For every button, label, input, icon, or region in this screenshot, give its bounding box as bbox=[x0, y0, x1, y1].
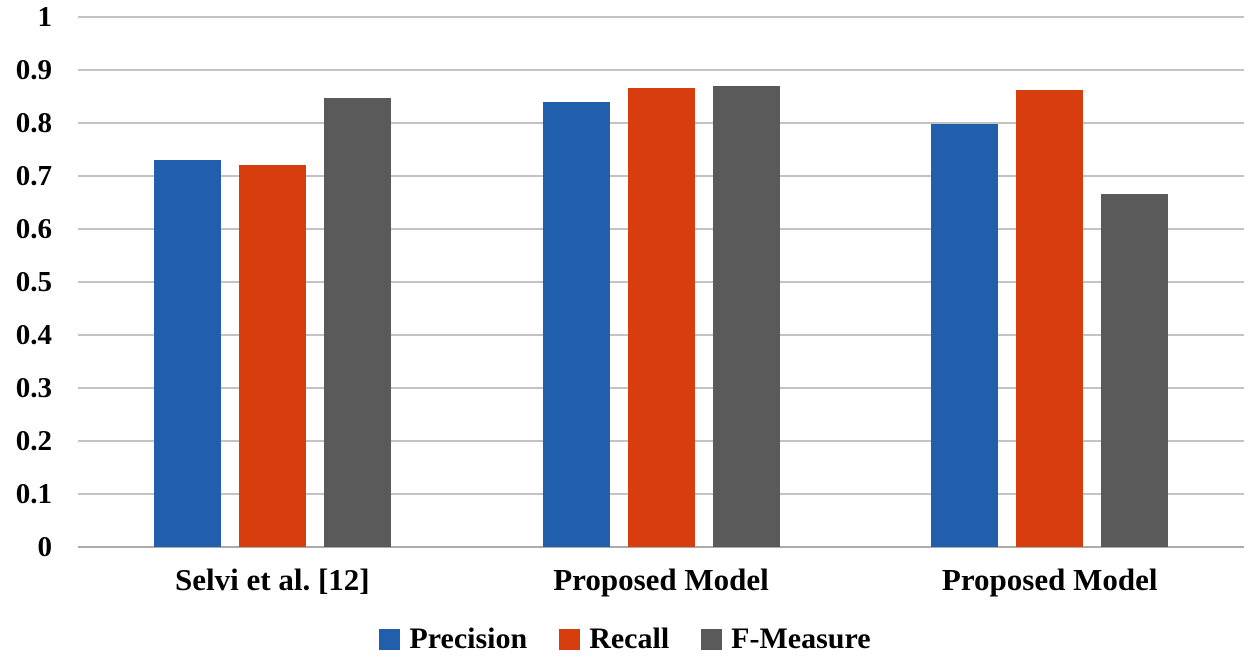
x-axis-label-proposed-2: Proposed Model bbox=[941, 562, 1158, 597]
bar-recall bbox=[627, 88, 695, 547]
legend-swatch-recall-icon bbox=[559, 628, 581, 650]
bar-group bbox=[78, 18, 467, 547]
gridline bbox=[78, 69, 1244, 71]
x-axis-line bbox=[78, 546, 1244, 548]
legend-swatch-precision-icon bbox=[379, 628, 401, 650]
bar-recall bbox=[1016, 90, 1084, 547]
y-axis: 1 0.9 0.8 0.7 0.6 0.5 0.4 0.3 0.2 0.1 0 bbox=[0, 1, 52, 563]
bar-groups bbox=[78, 18, 1244, 547]
x-axis-label-proposed-1: Proposed Model bbox=[553, 562, 769, 597]
gridline bbox=[78, 16, 1244, 18]
bar-group bbox=[467, 18, 856, 547]
legend-label-recall: Recall bbox=[589, 622, 670, 655]
legend-label-fmeasure: F-Measure bbox=[731, 622, 871, 655]
legend-item-fmeasure: F-Measure bbox=[701, 622, 871, 656]
bar-f-measure bbox=[323, 97, 391, 547]
y-tick-label: 0.4 bbox=[15, 319, 52, 351]
bar-recall bbox=[238, 165, 306, 547]
x-axis-labels: Selvi et al. [12] Proposed Model Propose… bbox=[78, 562, 1244, 598]
y-tick-label: 0.6 bbox=[15, 213, 52, 245]
y-tick-label: 0.5 bbox=[15, 266, 52, 298]
legend-item-precision: Precision bbox=[379, 622, 527, 656]
legend: Precision Recall F-Measure bbox=[0, 622, 1250, 656]
bar-f-measure bbox=[1101, 193, 1169, 547]
bar-precision bbox=[153, 160, 221, 547]
y-tick-label: 0.2 bbox=[15, 425, 52, 457]
legend-swatch-fmeasure-icon bbox=[701, 628, 723, 650]
y-tick-label: 0.3 bbox=[15, 372, 52, 404]
y-tick-label: 0.1 bbox=[15, 478, 52, 510]
y-tick-label: 0.8 bbox=[15, 107, 52, 139]
y-tick-label: 0.9 bbox=[15, 54, 52, 86]
legend-item-recall: Recall bbox=[559, 622, 669, 656]
legend-label-precision: Precision bbox=[409, 622, 528, 655]
bar-group bbox=[855, 18, 1244, 547]
bar-precision bbox=[542, 102, 610, 547]
y-tick-label: 0.7 bbox=[15, 160, 52, 192]
y-tick-label: 1 bbox=[37, 1, 53, 33]
plot-area bbox=[78, 16, 1244, 548]
y-tick-label: 0 bbox=[37, 531, 53, 563]
bar-precision bbox=[931, 124, 999, 547]
bar-f-measure bbox=[712, 85, 780, 547]
x-axis-label-selvi: Selvi et al. [12] bbox=[175, 562, 370, 597]
